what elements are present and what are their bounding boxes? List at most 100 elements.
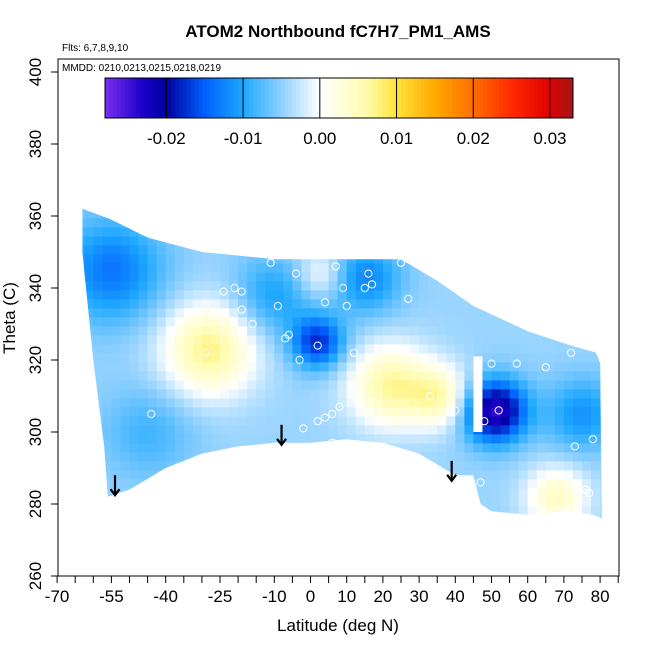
heatmap-cell (238, 370, 248, 381)
heatmap-cell (111, 208, 122, 219)
heatmap-cell (82, 487, 85, 498)
heatmap-cell (554, 316, 565, 327)
heatmap-cell (174, 406, 185, 417)
heatmap-cell (192, 487, 203, 498)
heatmap-cell (501, 191, 511, 201)
heatmap-cell (563, 478, 574, 489)
heatmap-cell (301, 406, 312, 417)
colorbar-segment (311, 78, 317, 118)
heatmap-cell (129, 406, 140, 417)
heatmap-cell (545, 469, 556, 480)
heatmap-cell (120, 244, 131, 255)
heatmap-cell (328, 487, 339, 498)
heatmap-cell (373, 469, 384, 480)
heatmap-cell (220, 415, 230, 426)
heatmap-cell (401, 334, 411, 345)
heatmap-cell (210, 307, 221, 318)
heatmap-cell (220, 514, 230, 519)
colorbar-segment (307, 78, 313, 118)
heatmap-cell (111, 316, 122, 327)
heatmap-cell (473, 469, 484, 480)
heatmap-cell (238, 514, 248, 519)
colorbar-segment (467, 78, 473, 118)
heatmap-cell (220, 316, 230, 327)
colorbar-segment (401, 78, 406, 118)
heatmap-cell (355, 352, 366, 363)
heatmap-cell (527, 325, 538, 336)
heatmap-cell (138, 208, 149, 219)
heatmap-cell (391, 370, 402, 381)
heatmap-cell (201, 424, 212, 435)
heatmap-cell (265, 406, 275, 417)
heatmap-cell (437, 361, 447, 372)
heatmap-cell (93, 235, 103, 246)
heatmap-cell (247, 271, 257, 282)
heatmap-cell (446, 433, 456, 444)
heatmap-cell (482, 253, 493, 264)
heatmap-cell (156, 424, 167, 435)
heatmap-cell (156, 244, 167, 255)
heatmap-cell (545, 424, 556, 435)
heatmap-cell (509, 505, 520, 516)
heatmap-cell (373, 217, 384, 228)
heatmap-cell (165, 316, 176, 327)
heatmap-cell (573, 415, 583, 426)
heatmap-cell (102, 442, 112, 453)
heatmap-cell (328, 424, 339, 435)
heatmap-cell (554, 208, 565, 210)
heatmap-cell (111, 388, 122, 399)
heatmap-cell (183, 370, 194, 381)
heatmap-cell (563, 514, 574, 519)
heatmap-cell (138, 451, 149, 462)
sample-points (147, 258, 605, 516)
heatmap-cell (482, 316, 493, 327)
heatmap-cell (473, 451, 484, 462)
heatmap-cell (401, 469, 411, 480)
heatmap-cell (156, 406, 167, 417)
heatmap-cell (382, 505, 393, 516)
heatmap-cell (301, 235, 312, 246)
heatmap-cell (536, 433, 547, 444)
heatmap-cell (536, 208, 547, 219)
heatmap-cell (573, 289, 583, 300)
heatmap-cell (545, 217, 556, 228)
heatmap-cell (283, 487, 294, 498)
heatmap-cell (509, 235, 520, 246)
heatmap-cell (382, 208, 393, 219)
heatmap-cell (283, 316, 294, 327)
heatmap-cell (554, 235, 565, 246)
heatmap-cell (192, 469, 203, 480)
heatmap-cell (527, 487, 538, 498)
heatmap-cell (382, 433, 393, 444)
heatmap-cell (554, 325, 565, 336)
heatmap-cell (138, 208, 149, 210)
heatmap-cell (582, 307, 592, 318)
heatmap-cell (256, 514, 266, 519)
heatmap-cell (364, 370, 375, 381)
heatmap-cell (573, 460, 583, 471)
heatmap-cell (210, 469, 221, 480)
heatmap-cell (518, 244, 529, 255)
heatmap-cell (563, 415, 574, 426)
heatmap-cell (247, 262, 257, 273)
heatmap-cell (401, 505, 411, 516)
heatmap-cell (256, 469, 266, 480)
heatmap-cell (600, 524, 610, 534)
heatmap-cell (446, 262, 456, 273)
heatmap-cell (491, 487, 502, 498)
heatmap-cell (382, 208, 393, 210)
heatmap-cell (509, 325, 520, 336)
colorbar-segment (471, 78, 476, 118)
x-tick-label: -10 (262, 587, 287, 606)
heatmap-cell (328, 370, 339, 381)
heatmap-cell (84, 415, 94, 426)
heatmap-cell (102, 208, 112, 219)
heatmap-cell (82, 280, 85, 291)
heatmap-cell (482, 415, 493, 426)
heatmap-cell (129, 370, 140, 381)
heatmap-cell (563, 235, 574, 246)
heatmap-cell (310, 433, 321, 444)
heatmap-cell (310, 262, 321, 273)
colorbar-segment (335, 78, 340, 118)
